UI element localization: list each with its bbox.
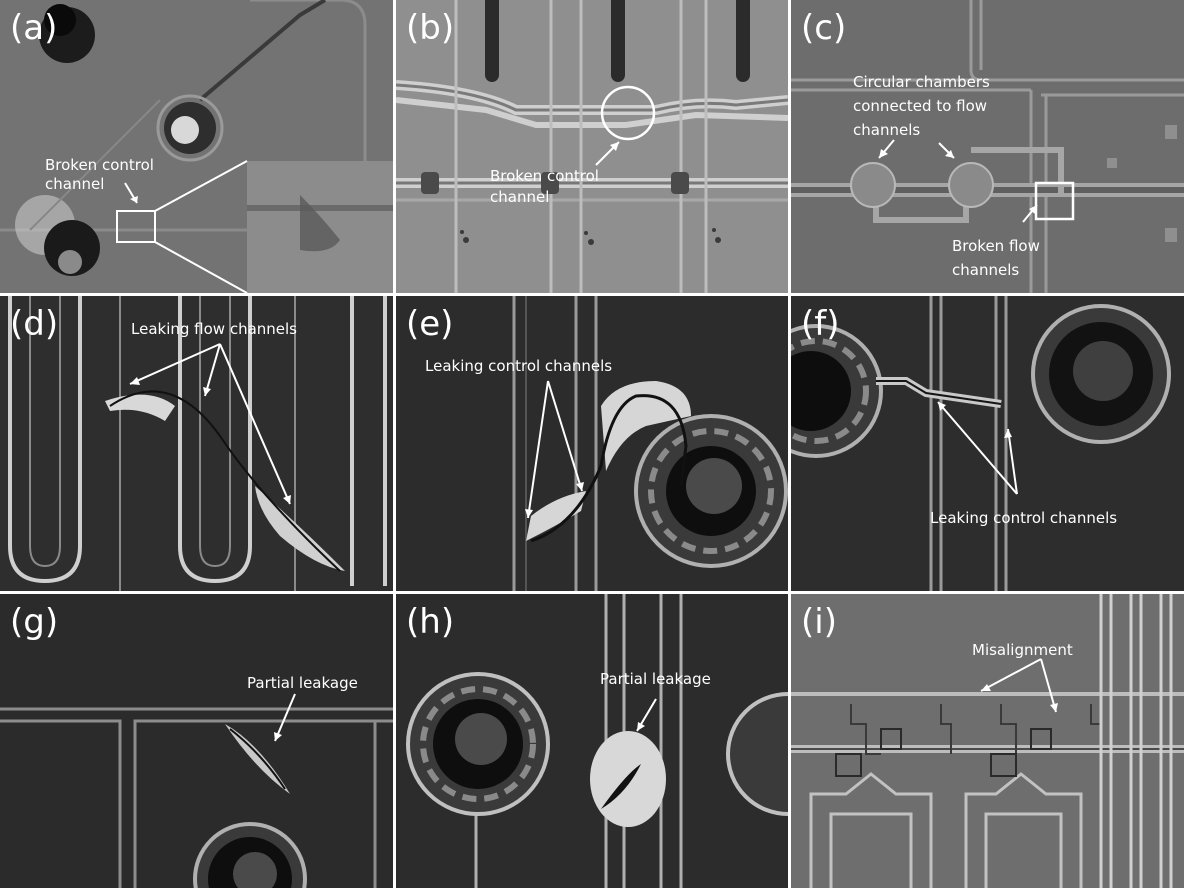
panel-d: (d) Leaking flow channels bbox=[0, 296, 393, 591]
panel-e-label: (e) bbox=[406, 304, 453, 344]
panel-a-micrograph bbox=[0, 0, 393, 293]
panel-c-annotation-line5: channels bbox=[952, 261, 1019, 280]
panel-a-label: (a) bbox=[10, 8, 57, 48]
panel-i-label: (i) bbox=[801, 602, 837, 642]
panel-f-label: (f) bbox=[801, 304, 840, 344]
panel-d-micrograph bbox=[0, 296, 393, 591]
panel-h: (h) Partial leakage bbox=[396, 594, 788, 888]
panel-d-annotation: Leaking flow channels bbox=[131, 320, 297, 339]
panel-g-label: (g) bbox=[10, 602, 58, 642]
panel-f: (f) Leaking control channels bbox=[791, 296, 1184, 591]
panel-e-annotation: Leaking control channels bbox=[425, 357, 612, 376]
panel-c-annotation-line4: Broken flow bbox=[952, 237, 1040, 256]
panel-g-annotation: Partial leakage bbox=[247, 674, 358, 693]
panel-b-annotation-line2: channel bbox=[490, 188, 549, 207]
panel-h-label: (h) bbox=[406, 602, 454, 642]
panel-c: (c) Circular chambers connected to flow … bbox=[791, 0, 1184, 293]
panel-b-annotation-line1: Broken control bbox=[490, 167, 599, 186]
panel-c-annotation-line2: connected to flow bbox=[853, 97, 987, 116]
panel-b-label: (b) bbox=[406, 8, 454, 48]
panel-i-micrograph bbox=[791, 594, 1184, 888]
panel-g-micrograph bbox=[0, 594, 393, 888]
panel-d-label: (d) bbox=[10, 304, 58, 344]
panel-e: (e) Leaking control channels bbox=[396, 296, 788, 591]
panel-e-micrograph bbox=[396, 296, 788, 591]
panel-c-label: (c) bbox=[801, 8, 846, 48]
panel-f-micrograph bbox=[791, 296, 1184, 591]
panel-h-micrograph bbox=[396, 594, 788, 888]
panel-g: (g) Partial leakage bbox=[0, 594, 393, 888]
panel-a-annotation-line2: channel bbox=[45, 175, 104, 194]
panel-h-annotation: Partial leakage bbox=[600, 670, 711, 689]
panel-a-annotation-line1: Broken control bbox=[45, 156, 154, 175]
panel-a: (a) Broken control channel bbox=[0, 0, 393, 293]
panel-i: (i) Misalignment bbox=[791, 594, 1184, 888]
panel-c-annotation-line1: Circular chambers bbox=[853, 73, 990, 92]
panel-b-micrograph bbox=[396, 0, 788, 293]
panel-f-annotation: Leaking control channels bbox=[930, 509, 1117, 528]
panel-i-annotation: Misalignment bbox=[972, 641, 1073, 660]
panel-c-annotation-line3: channels bbox=[853, 121, 920, 140]
panel-b: (b) Broken control channel bbox=[396, 0, 788, 293]
